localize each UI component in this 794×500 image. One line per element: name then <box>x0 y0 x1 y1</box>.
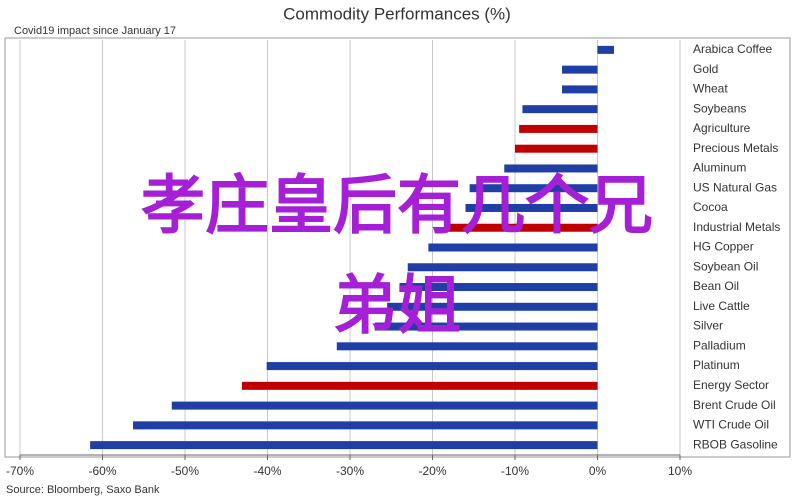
bar <box>597 45 614 54</box>
bar <box>465 203 598 212</box>
x-tick-label: -70% <box>6 464 34 478</box>
x-tick-label: 0% <box>589 464 607 478</box>
source-note: Source: Bloomberg, Saxo Bank <box>6 484 160 496</box>
x-tick-label: -40% <box>253 464 281 478</box>
bar <box>387 302 598 311</box>
category-label: Arabica Coffee <box>693 42 772 56</box>
bar <box>515 144 598 153</box>
category-label: Palladium <box>693 338 746 352</box>
chart-title: Commodity Performances (%) <box>283 4 511 23</box>
bar <box>399 283 598 292</box>
bar <box>241 381 598 390</box>
bar <box>444 223 598 232</box>
category-label: HG Copper <box>693 240 754 254</box>
bar <box>504 164 598 173</box>
category-label: Wheat <box>693 82 728 96</box>
bar <box>469 184 598 193</box>
bar <box>562 65 598 74</box>
bar <box>522 105 598 114</box>
bar <box>374 322 598 331</box>
bar <box>90 441 598 450</box>
category-label: Industrial Metals <box>693 220 780 234</box>
category-label: Platinum <box>693 358 740 372</box>
bar <box>407 263 598 272</box>
category-label: Live Cattle <box>693 299 750 313</box>
bar <box>336 342 598 351</box>
category-label: Soybean Oil <box>693 259 758 273</box>
bar <box>562 85 598 94</box>
category-label: WTI Crude Oil <box>693 418 769 432</box>
chart-subtitle: Covid19 impact since January 17 <box>14 25 176 37</box>
category-label: Gold <box>693 62 718 76</box>
overlay-text: 孝庄皇后有几个兄 <box>141 170 653 244</box>
category-label: US Natural Gas <box>693 180 777 194</box>
category-label: Precious Metals <box>693 141 778 155</box>
category-label: Bean Oil <box>693 279 739 293</box>
category-label: Cocoa <box>693 200 728 214</box>
bar <box>266 362 598 371</box>
bar <box>519 124 598 133</box>
bar <box>428 243 598 252</box>
x-tick-label: 10% <box>668 464 692 478</box>
category-label: RBOB Gasoline <box>693 437 778 451</box>
x-tick-label: -20% <box>418 464 446 478</box>
bar <box>171 401 598 410</box>
bar <box>133 421 598 430</box>
category-label: Silver <box>693 319 723 333</box>
x-tick-label: -10% <box>501 464 529 478</box>
category-label: Aluminum <box>693 161 746 175</box>
plot-frame <box>4 37 791 458</box>
category-label: Energy Sector <box>693 378 769 392</box>
x-tick-label: -60% <box>88 464 116 478</box>
category-label: Soybeans <box>693 101 746 115</box>
x-tick-label: -30% <box>336 464 364 478</box>
overlay-text: 弟姐 <box>333 270 461 344</box>
x-tick-label: -50% <box>171 464 199 478</box>
category-label: Brent Crude Oil <box>693 398 776 412</box>
category-label: Agriculture <box>693 121 751 135</box>
